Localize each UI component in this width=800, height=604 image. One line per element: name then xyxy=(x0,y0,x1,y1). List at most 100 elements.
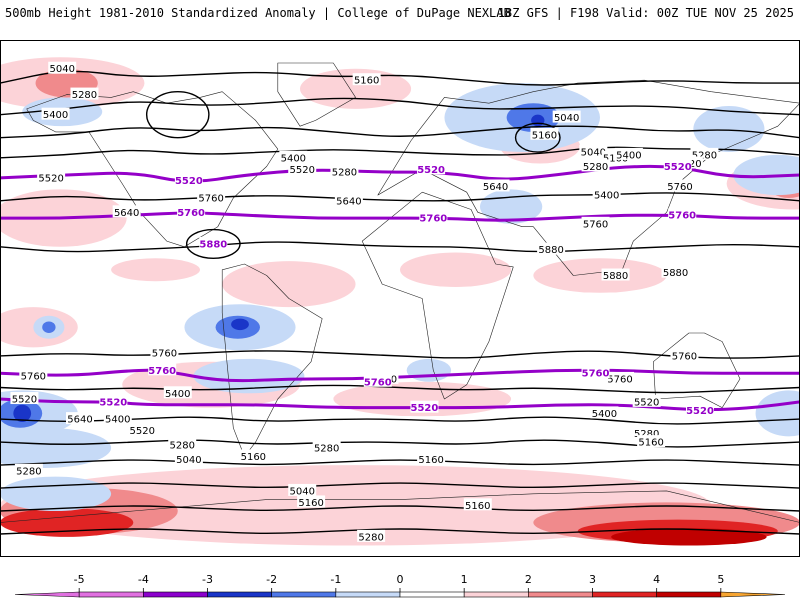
colorbar-segment-neg5 xyxy=(78,591,144,598)
colorbar-tick-label: -3 xyxy=(202,573,213,586)
contour-label-background xyxy=(70,87,99,100)
contour-label-background xyxy=(352,73,381,86)
contour-label-purple: 5520 xyxy=(417,165,445,176)
colorbar-tick-layer: -5 -4 -3 -2 -1 0 1 2 3 4 5 xyxy=(74,573,724,592)
anomaly-region-neg1 xyxy=(0,427,112,468)
contour-label: 5160 xyxy=(298,498,323,509)
contour-label-background xyxy=(128,423,157,436)
coastline-north-america xyxy=(26,91,279,248)
colorbar-cap-left xyxy=(14,591,80,598)
contour-label-background xyxy=(112,205,141,218)
colorbar-segment-pos1 xyxy=(463,591,529,598)
contour-label: 5280 xyxy=(314,443,339,454)
contour-label-background xyxy=(197,190,226,203)
anomaly-region-neg1 xyxy=(193,358,305,394)
colorbar-bar-layer xyxy=(14,591,786,598)
contour-label-purple-background xyxy=(663,159,692,172)
contour-label: 5280 xyxy=(332,168,357,179)
anomaly-region-pos1 xyxy=(111,258,200,282)
reference-contour-line xyxy=(0,397,800,412)
contour-label-background xyxy=(637,435,666,448)
contour-label-background xyxy=(288,162,317,175)
contour-label-background xyxy=(150,346,179,359)
contour-label-background xyxy=(239,449,268,462)
contour-label-background xyxy=(463,498,492,511)
colorbar: -5 -4 -3 -2 -1 0 1 2 3 4 5 xyxy=(0,570,800,600)
contour-label-purple-background xyxy=(363,374,392,387)
contour-label: 5280 xyxy=(16,466,41,477)
contour-label: 5160 xyxy=(354,76,379,87)
contour-label-background xyxy=(661,265,690,278)
contour-label: 5880 xyxy=(603,271,628,282)
contour-label-purple: 5760 xyxy=(419,214,447,225)
contour-label: 5640 xyxy=(114,208,139,219)
contour-label-background xyxy=(581,159,610,172)
contour-label-background xyxy=(312,440,341,453)
anomaly-region-neg3 xyxy=(13,404,32,423)
contour-label: 5280 xyxy=(72,90,97,101)
contour-label: 5160 xyxy=(241,452,266,463)
contour-label: 5760 xyxy=(152,349,177,360)
height-contour-line xyxy=(0,416,800,425)
colorbar-segment-pos3 xyxy=(592,591,657,598)
contour-label-purple: 5760 xyxy=(582,369,610,380)
contour-label: 5880 xyxy=(538,245,563,256)
height-contour-line xyxy=(0,97,800,116)
contour-label: 5280 xyxy=(634,429,659,440)
anomaly-region-neg2 xyxy=(42,321,56,333)
contour-label-purple-background xyxy=(410,400,439,413)
contour-label: 5280 xyxy=(692,150,717,161)
contour-label: 5040 xyxy=(289,486,314,497)
contour-label: 5760 xyxy=(667,182,692,193)
contour-label-purple: 5520 xyxy=(99,397,127,408)
contour-label-purple: 5880 xyxy=(199,239,227,250)
colorbar-tick-label: -4 xyxy=(138,573,149,586)
colorbar-tick-label: 0 xyxy=(397,573,404,586)
contour-label: 5040 xyxy=(581,148,606,159)
colorbar-tick-label: 2 xyxy=(525,573,532,586)
contour-label-background xyxy=(632,394,661,407)
contour-label-purple-background xyxy=(148,363,177,376)
anomaly-region-neg3 xyxy=(231,318,249,331)
contour-label-background xyxy=(357,529,386,542)
contour-label-purple: 5760 xyxy=(364,377,392,388)
contour-label-background xyxy=(481,179,510,192)
reference-contour-line xyxy=(0,211,800,222)
contour-label: 5040 xyxy=(176,455,201,466)
anomaly-region-pos1 xyxy=(533,258,667,293)
anomaly-region-neg1 xyxy=(406,358,452,382)
contour-label: 5160 xyxy=(418,455,443,466)
contour-label-background xyxy=(103,412,132,425)
contour-label-background xyxy=(590,406,619,419)
contour-label-background xyxy=(666,179,694,192)
contour-label-purple-background xyxy=(174,173,203,186)
contour-label: 5280 xyxy=(583,162,608,173)
contour-label: 5400 xyxy=(592,409,617,420)
contour-label-purple: 5520 xyxy=(175,176,203,187)
height-contour-line xyxy=(0,482,800,489)
contour-label-background xyxy=(601,268,630,281)
contour-label-purple: 5520 xyxy=(664,162,692,173)
contour-label-purple: 5520 xyxy=(686,406,714,417)
contour-label: 5400 xyxy=(165,389,190,400)
contour-label: 5760 xyxy=(672,351,697,362)
map-panel: 5040516050405160528054005040516052805640… xyxy=(0,40,800,557)
contour-label-purple-background xyxy=(668,208,697,221)
anomaly-region-neg3 xyxy=(531,114,545,127)
reference-contour-line xyxy=(0,164,800,183)
contour-label-purple-background xyxy=(581,366,610,379)
contour-label: 5760 xyxy=(583,219,608,230)
contour-label-purple: 5760 xyxy=(177,208,205,219)
colorbar-tick-label: -2 xyxy=(266,573,277,586)
height-contour-line xyxy=(0,192,800,202)
colorbar-tick-label: 3 xyxy=(589,573,596,586)
contour-label-background xyxy=(10,392,39,405)
anomaly-region-pos1 xyxy=(222,261,356,308)
contour-label: 5640 xyxy=(483,182,508,193)
contour-label-background xyxy=(552,110,581,123)
colorbar-segment-neg4 xyxy=(143,591,208,598)
contour-label: 5640 xyxy=(336,196,361,207)
height-contour-line xyxy=(0,350,800,359)
contour-label: 5400 xyxy=(281,153,306,164)
anomaly-region-neg1 xyxy=(693,106,765,153)
